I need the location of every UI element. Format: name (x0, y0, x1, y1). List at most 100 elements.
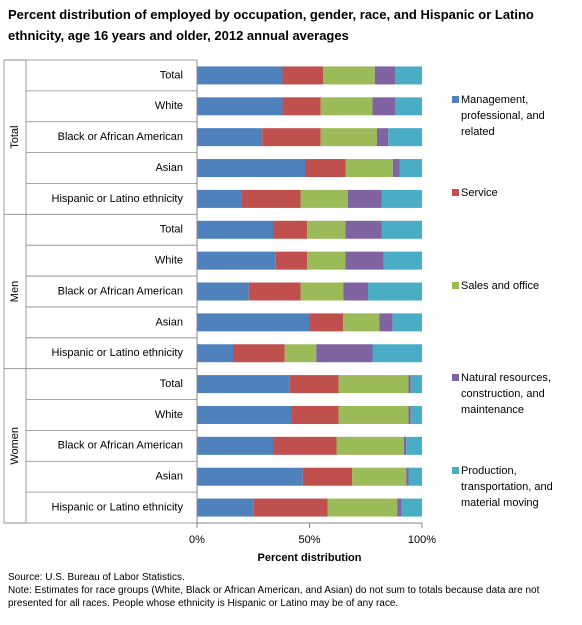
category-label: Asian (155, 162, 183, 174)
chart-notes: Source: U.S. Bureau of Labor Statistics.… (8, 571, 578, 610)
category-label: Black or African American (58, 285, 183, 297)
category-label: White (155, 255, 183, 267)
bar-segment (233, 344, 285, 363)
x-axis-label: Percent distribution (257, 552, 362, 564)
bar-segment (372, 97, 395, 116)
labels-layer: Total Total White Black or African American… (9, 69, 436, 546)
bar-segment (345, 220, 382, 239)
bar-segment (197, 128, 263, 147)
bar-segment (307, 220, 346, 239)
bar-segment (197, 159, 305, 178)
bar-segment (327, 498, 398, 517)
category-label: Asian (155, 471, 183, 483)
bar-segment (338, 375, 409, 394)
group-label: Women (9, 427, 21, 465)
bar-segment (381, 220, 422, 239)
bar-segment (401, 498, 422, 517)
category-label: Hispanic or Latino ethnicity (52, 347, 184, 359)
bar-segment (197, 405, 292, 424)
category-label: Black or African American (58, 440, 183, 452)
bar-segment (404, 436, 407, 455)
category-label: Total (160, 224, 183, 236)
bar-segment (336, 436, 404, 455)
legend-swatch (452, 96, 459, 103)
bar-segment (197, 282, 249, 301)
bar-segment (345, 251, 384, 270)
bar-segment (300, 189, 348, 208)
bar-segment (284, 344, 317, 363)
bars-layer (197, 66, 422, 517)
legend-label: Natural resources, construction, and mai… (461, 372, 551, 416)
bar-segment (273, 220, 308, 239)
chart-title: Percent distribution of employed by occu… (8, 7, 534, 43)
group-label: Total (9, 126, 21, 149)
bar-segment (242, 189, 301, 208)
bar-segment (197, 498, 254, 517)
x-tick-label: 100% (408, 534, 436, 546)
bar-segment (352, 467, 407, 486)
category-label: White (155, 100, 183, 112)
category-label: White (155, 409, 183, 421)
bar-segment (372, 344, 422, 363)
x-tick-label: 0% (189, 534, 205, 546)
bar-segment (300, 282, 344, 301)
bar-segment (262, 128, 321, 147)
bar-segment (197, 313, 310, 332)
x-tick-label: 50% (298, 534, 320, 546)
bar-segment (368, 282, 422, 301)
bar-segment (197, 436, 274, 455)
legend-label: Production, transportation, and material… (461, 465, 553, 509)
bar-segment (197, 251, 276, 270)
bar-segment (305, 159, 346, 178)
legend-label: Sales and office (461, 280, 540, 292)
bar-segment (248, 282, 301, 301)
bar-segment (291, 405, 339, 424)
bar-segment (302, 467, 353, 486)
bar-segment (320, 97, 373, 116)
legend-swatch (452, 282, 459, 289)
bar-segment (197, 344, 233, 363)
category-label: Total (160, 69, 183, 81)
legend-swatch (452, 374, 459, 381)
axes-layer (4, 59, 423, 528)
category-label: Total (160, 378, 183, 390)
category-label: Asian (155, 316, 183, 328)
category-label: Hispanic or Latino ethnicity (52, 501, 184, 513)
bar-segment (197, 66, 283, 85)
bar-segment (392, 313, 422, 332)
group-label: Men (9, 281, 21, 302)
bar-segment (345, 159, 393, 178)
legend-swatch (452, 189, 459, 196)
bar-segment (377, 128, 389, 147)
bar-segment (397, 498, 402, 517)
bar-segment (197, 467, 303, 486)
bar-segment (379, 313, 393, 332)
bar-segment (307, 251, 346, 270)
bar-segment (408, 467, 422, 486)
category-label: Hispanic or Latino ethnicity (52, 193, 184, 205)
bar-segment (347, 189, 382, 208)
bar-segment (383, 251, 422, 270)
bar-segment (406, 436, 422, 455)
legend-swatch (452, 467, 459, 474)
bar-segment (282, 97, 321, 116)
bar-segment (406, 467, 409, 486)
bar-segment (273, 436, 337, 455)
footnote: Note: Estimates for race groups (White, … (8, 585, 540, 609)
bar-segment (374, 66, 395, 85)
bar-segment (197, 220, 274, 239)
bar-segment (316, 344, 373, 363)
bar-segment (381, 189, 422, 208)
bar-segment (395, 66, 422, 85)
legend-label: Service (461, 187, 498, 199)
bar-segment (410, 405, 422, 424)
bar-segment (197, 189, 242, 208)
bar-segment (410, 375, 422, 394)
bar-segment (338, 405, 409, 424)
bar-segment (343, 313, 380, 332)
source-note: Source: U.S. Bureau of Labor Statistics. (8, 572, 185, 583)
bar-segment (343, 282, 368, 301)
bar-segment (323, 66, 375, 85)
bar-segment (197, 375, 290, 394)
